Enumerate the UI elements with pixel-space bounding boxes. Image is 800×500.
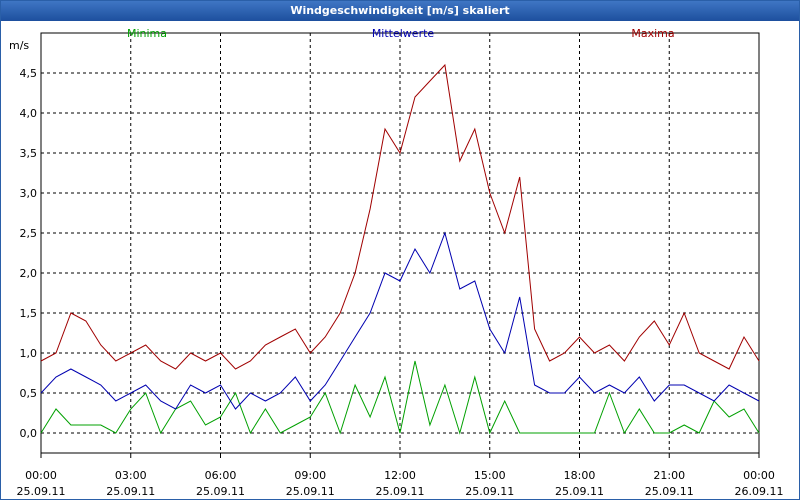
x-tick-date: 25.09.11 — [376, 485, 425, 498]
series-line-mittelwerte — [40, 231, 760, 410]
series-lines — [40, 63, 760, 435]
y-tick-label: 4,0 — [20, 107, 38, 120]
y-tick-label: 3,5 — [20, 147, 38, 160]
y-tick-label: 1,5 — [20, 307, 38, 320]
y-tick-label: 0,5 — [20, 387, 38, 400]
y-tick-label: 0,0 — [20, 427, 38, 440]
x-tick-date: 25.09.11 — [286, 485, 335, 498]
x-tick-date: 25.09.11 — [555, 485, 604, 498]
x-tick-time: 03:00 — [115, 469, 147, 482]
x-tick-date: 25.09.11 — [465, 485, 514, 498]
x-tick-time: 09:00 — [294, 469, 326, 482]
y-tick-label: 4,5 — [20, 67, 38, 80]
grid-lines — [41, 33, 759, 453]
y-axis-label: m/s — [9, 39, 29, 52]
x-tick-time: 15:00 — [474, 469, 506, 482]
legend: Minima Mittelwerte Maxima — [127, 27, 675, 40]
x-tick-date: 25.09.11 — [645, 485, 694, 498]
x-tick-time: 12:00 — [384, 469, 416, 482]
x-tick-time: 06:00 — [205, 469, 237, 482]
chart-svg: 0,0 0,5 1,0 1,5 2,0 2,5 3,0 3,5 4,0 4,5 00:00 25.0… — [9, 27, 784, 498]
x-tick-date: 25.09.11 — [196, 485, 245, 498]
series-line-minima — [40, 360, 760, 435]
x-tick-date: 26.09.11 — [735, 485, 784, 498]
legend-minima: Minima — [127, 27, 167, 40]
y-tick-label: 2,5 — [20, 227, 38, 240]
y-tick-label: 3,0 — [20, 187, 38, 200]
x-tick-time: 18:00 — [564, 469, 596, 482]
x-tick-time: 21:00 — [653, 469, 685, 482]
x-tick-time: 00:00 — [25, 469, 57, 482]
legend-mittelwerte: Mittelwerte — [372, 27, 435, 40]
x-tick-date: 25.09.11 — [106, 485, 155, 498]
window-title: Windgeschwindigkeit [m/s] skaliert — [1, 1, 799, 21]
y-tick-label: 2,0 — [20, 267, 38, 280]
x-axis: 00:00 25.09.11 03:00 25.09.11 06:00 25.09.11 0… — [17, 453, 784, 498]
legend-maxima: Maxima — [631, 27, 674, 40]
x-tick-time: 00:00 — [743, 469, 775, 482]
x-tick-date: 25.09.11 — [17, 485, 66, 498]
series-line-maxima — [40, 63, 760, 370]
y-tick-label: 1,0 — [20, 347, 38, 360]
y-axis: 0,0 0,5 1,0 1,5 2,0 2,5 3,0 3,5 4,0 4,5 — [20, 67, 38, 440]
